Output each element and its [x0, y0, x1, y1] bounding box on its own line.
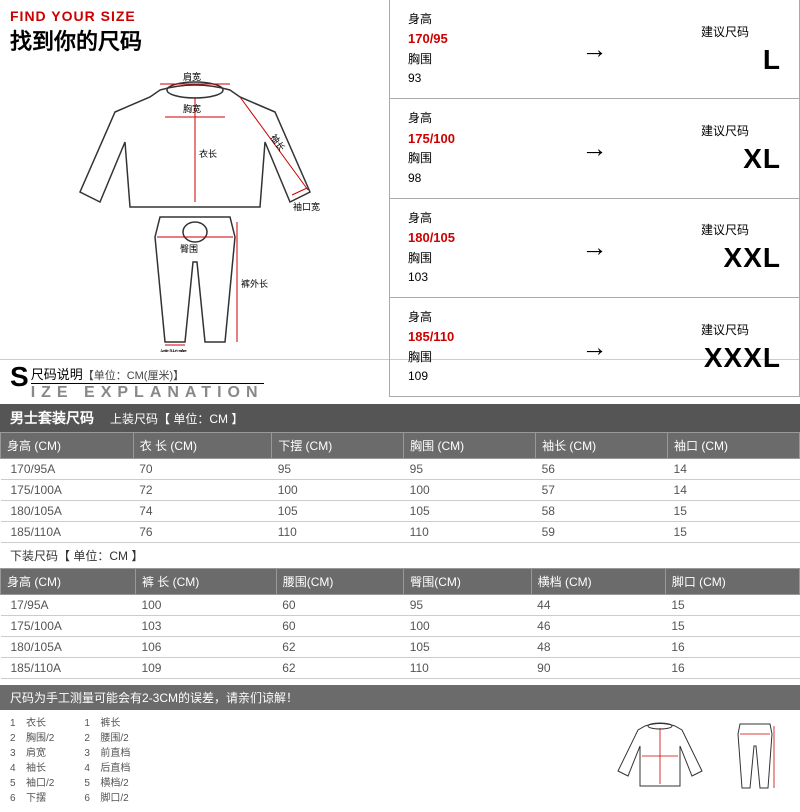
chest-label: 胸围: [408, 348, 538, 367]
height-value: 185/110: [408, 327, 538, 348]
legend-item: 4后直档: [84, 761, 130, 776]
arrow-icon: →: [538, 332, 651, 363]
chest-label: 胸围: [408, 149, 538, 168]
svg-text:袖口宽: 袖口宽: [293, 201, 320, 212]
table-row: 170/95A7095955614: [1, 459, 800, 480]
table-header: 腰围(CM): [276, 569, 403, 595]
chest-value: 103: [408, 268, 538, 287]
svg-text:肩宽: 肩宽: [183, 71, 201, 82]
legend-item: 5横档/2: [84, 776, 130, 791]
arrow-icon: →: [538, 133, 651, 164]
legend-item: 6下摆: [10, 791, 54, 806]
rec-size: XXXL: [651, 342, 781, 374]
legend-item: 3前直档: [84, 746, 130, 761]
table-header: 身高 (CM): [1, 569, 136, 595]
table-row: 180/105A741051055815: [1, 501, 800, 522]
bottom-size-table: 身高 (CM)裤 长 (CM)腰围(CM)臀围(CM)横档 (CM)脚口 (CM…: [0, 568, 800, 679]
table-header: 衣 长 (CM): [133, 433, 272, 459]
table-row: 185/110A109621109016: [1, 658, 800, 679]
title-cn: 找到你的尺码: [10, 24, 380, 56]
table-header: 下摆 (CM): [272, 433, 404, 459]
size-rec-row: 身高 180/105 胸围 103 → 建议尺码 XXL: [389, 198, 800, 298]
table-header: 横档 (CM): [531, 569, 665, 595]
table-row: 175/100A721001005714: [1, 480, 800, 501]
legend-item: 1裤长: [84, 716, 130, 731]
height-label: 身高: [408, 209, 538, 228]
table-header: 身高 (CM): [1, 433, 134, 459]
size-rec-row: 身高 175/100 胸围 98 → 建议尺码 XL: [389, 98, 800, 198]
mini-shirt-icon: [610, 716, 710, 796]
legend-right: 1裤长2腰围/23前直档4后直档5横档/26脚口/2: [84, 716, 130, 806]
rec-label: 建议尺码: [651, 221, 781, 238]
rec-label: 建议尺码: [651, 23, 781, 40]
title-en: FIND YOUR SIZE: [10, 8, 380, 24]
top-size-table: 身高 (CM)衣 长 (CM)下摆 (CM)胸围 (CM)袖长 (CM)袖口 (…: [0, 432, 800, 543]
svg-text:衣长: 衣长: [199, 148, 217, 159]
top-section: FIND YOUR SIZE 找到你的尺码: [0, 0, 800, 360]
arrow-icon: →: [538, 34, 651, 65]
rec-size: XXL: [651, 242, 781, 274]
rec-label: 建议尺码: [651, 122, 781, 139]
legend-item: 2胸围/2: [10, 731, 54, 746]
bottom-section: 1衣长2胸围/23肩宽4袖长5袖口/26下摆 1裤长2腰围/23前直档4后直档5…: [0, 710, 800, 812]
table-header: 袖口 (CM): [668, 433, 800, 459]
clothing-svg: 肩宽 胸宽 衣长 袖长 袖口宽 臀围 裤外长 裤脚宽: [65, 62, 325, 352]
size-rec-row: 身高 185/110 胸围 109 → 建议尺码 XXXL: [389, 297, 800, 397]
legend-left: 1衣长2胸围/23肩宽4袖长5袖口/26下摆: [10, 716, 54, 806]
mini-pants-icon: [720, 716, 790, 796]
rec-label: 建议尺码: [651, 321, 781, 338]
table-row: 175/100A103601004615: [1, 616, 800, 637]
legend-item: 2腰围/2: [84, 731, 130, 746]
legend-item: 5袖口/2: [10, 776, 54, 791]
garment-diagram: 肩宽 胸宽 衣长 袖长 袖口宽 臀围 裤外长 裤脚宽: [10, 62, 380, 352]
chest-value: 93: [408, 69, 538, 88]
size-rec-row: 身高 170/95 胸围 93 → 建议尺码 L: [389, 0, 800, 99]
mini-diagrams: [160, 716, 790, 806]
rec-size: L: [651, 44, 781, 76]
svg-text:裤外长: 裤外长: [241, 278, 268, 289]
svg-text:裤脚宽: 裤脚宽: [160, 348, 187, 352]
arrow-icon: →: [538, 232, 651, 263]
measurement-note: 尺码为手工测量可能会有2-3CM的误差，请亲们谅解！: [0, 685, 800, 710]
chest-value: 98: [408, 169, 538, 188]
height-value: 180/105: [408, 228, 538, 249]
table-row: 17/95A10060954415: [1, 595, 800, 616]
table-row: 180/105A106621054816: [1, 637, 800, 658]
legend-item: 4袖长: [10, 761, 54, 776]
mens-set-bar: 男士套装尺码 上装尺码【 单位：CM 】: [0, 404, 800, 432]
legend-item: 3肩宽: [10, 746, 54, 761]
table-header: 臀围(CM): [404, 569, 531, 595]
chest-value: 109: [408, 367, 538, 386]
bottom-label: 下装尺码【 单位：CM 】: [0, 543, 800, 568]
svg-text:胸宽: 胸宽: [183, 103, 201, 114]
chest-label: 胸围: [408, 50, 538, 69]
svg-text:臀围: 臀围: [180, 244, 198, 254]
size-rec-list: 身高 170/95 胸围 93 → 建议尺码 L 身高 175/100 胸围 9…: [390, 0, 800, 359]
height-label: 身高: [408, 308, 538, 327]
height-label: 身高: [408, 109, 538, 128]
rec-size: XL: [651, 143, 781, 175]
legend-item: 6脚口/2: [84, 791, 130, 806]
height-value: 170/95: [408, 29, 538, 50]
table-header: 袖长 (CM): [536, 433, 668, 459]
height-value: 175/100: [408, 129, 538, 150]
table-header: 胸围 (CM): [404, 433, 536, 459]
table-row: 185/110A761101105915: [1, 522, 800, 543]
chest-label: 胸围: [408, 249, 538, 268]
find-size-panel: FIND YOUR SIZE 找到你的尺码: [0, 0, 390, 359]
height-label: 身高: [408, 10, 538, 29]
table-header: 裤 长 (CM): [135, 569, 276, 595]
legend-item: 1衣长: [10, 716, 54, 731]
table-header: 脚口 (CM): [665, 569, 799, 595]
